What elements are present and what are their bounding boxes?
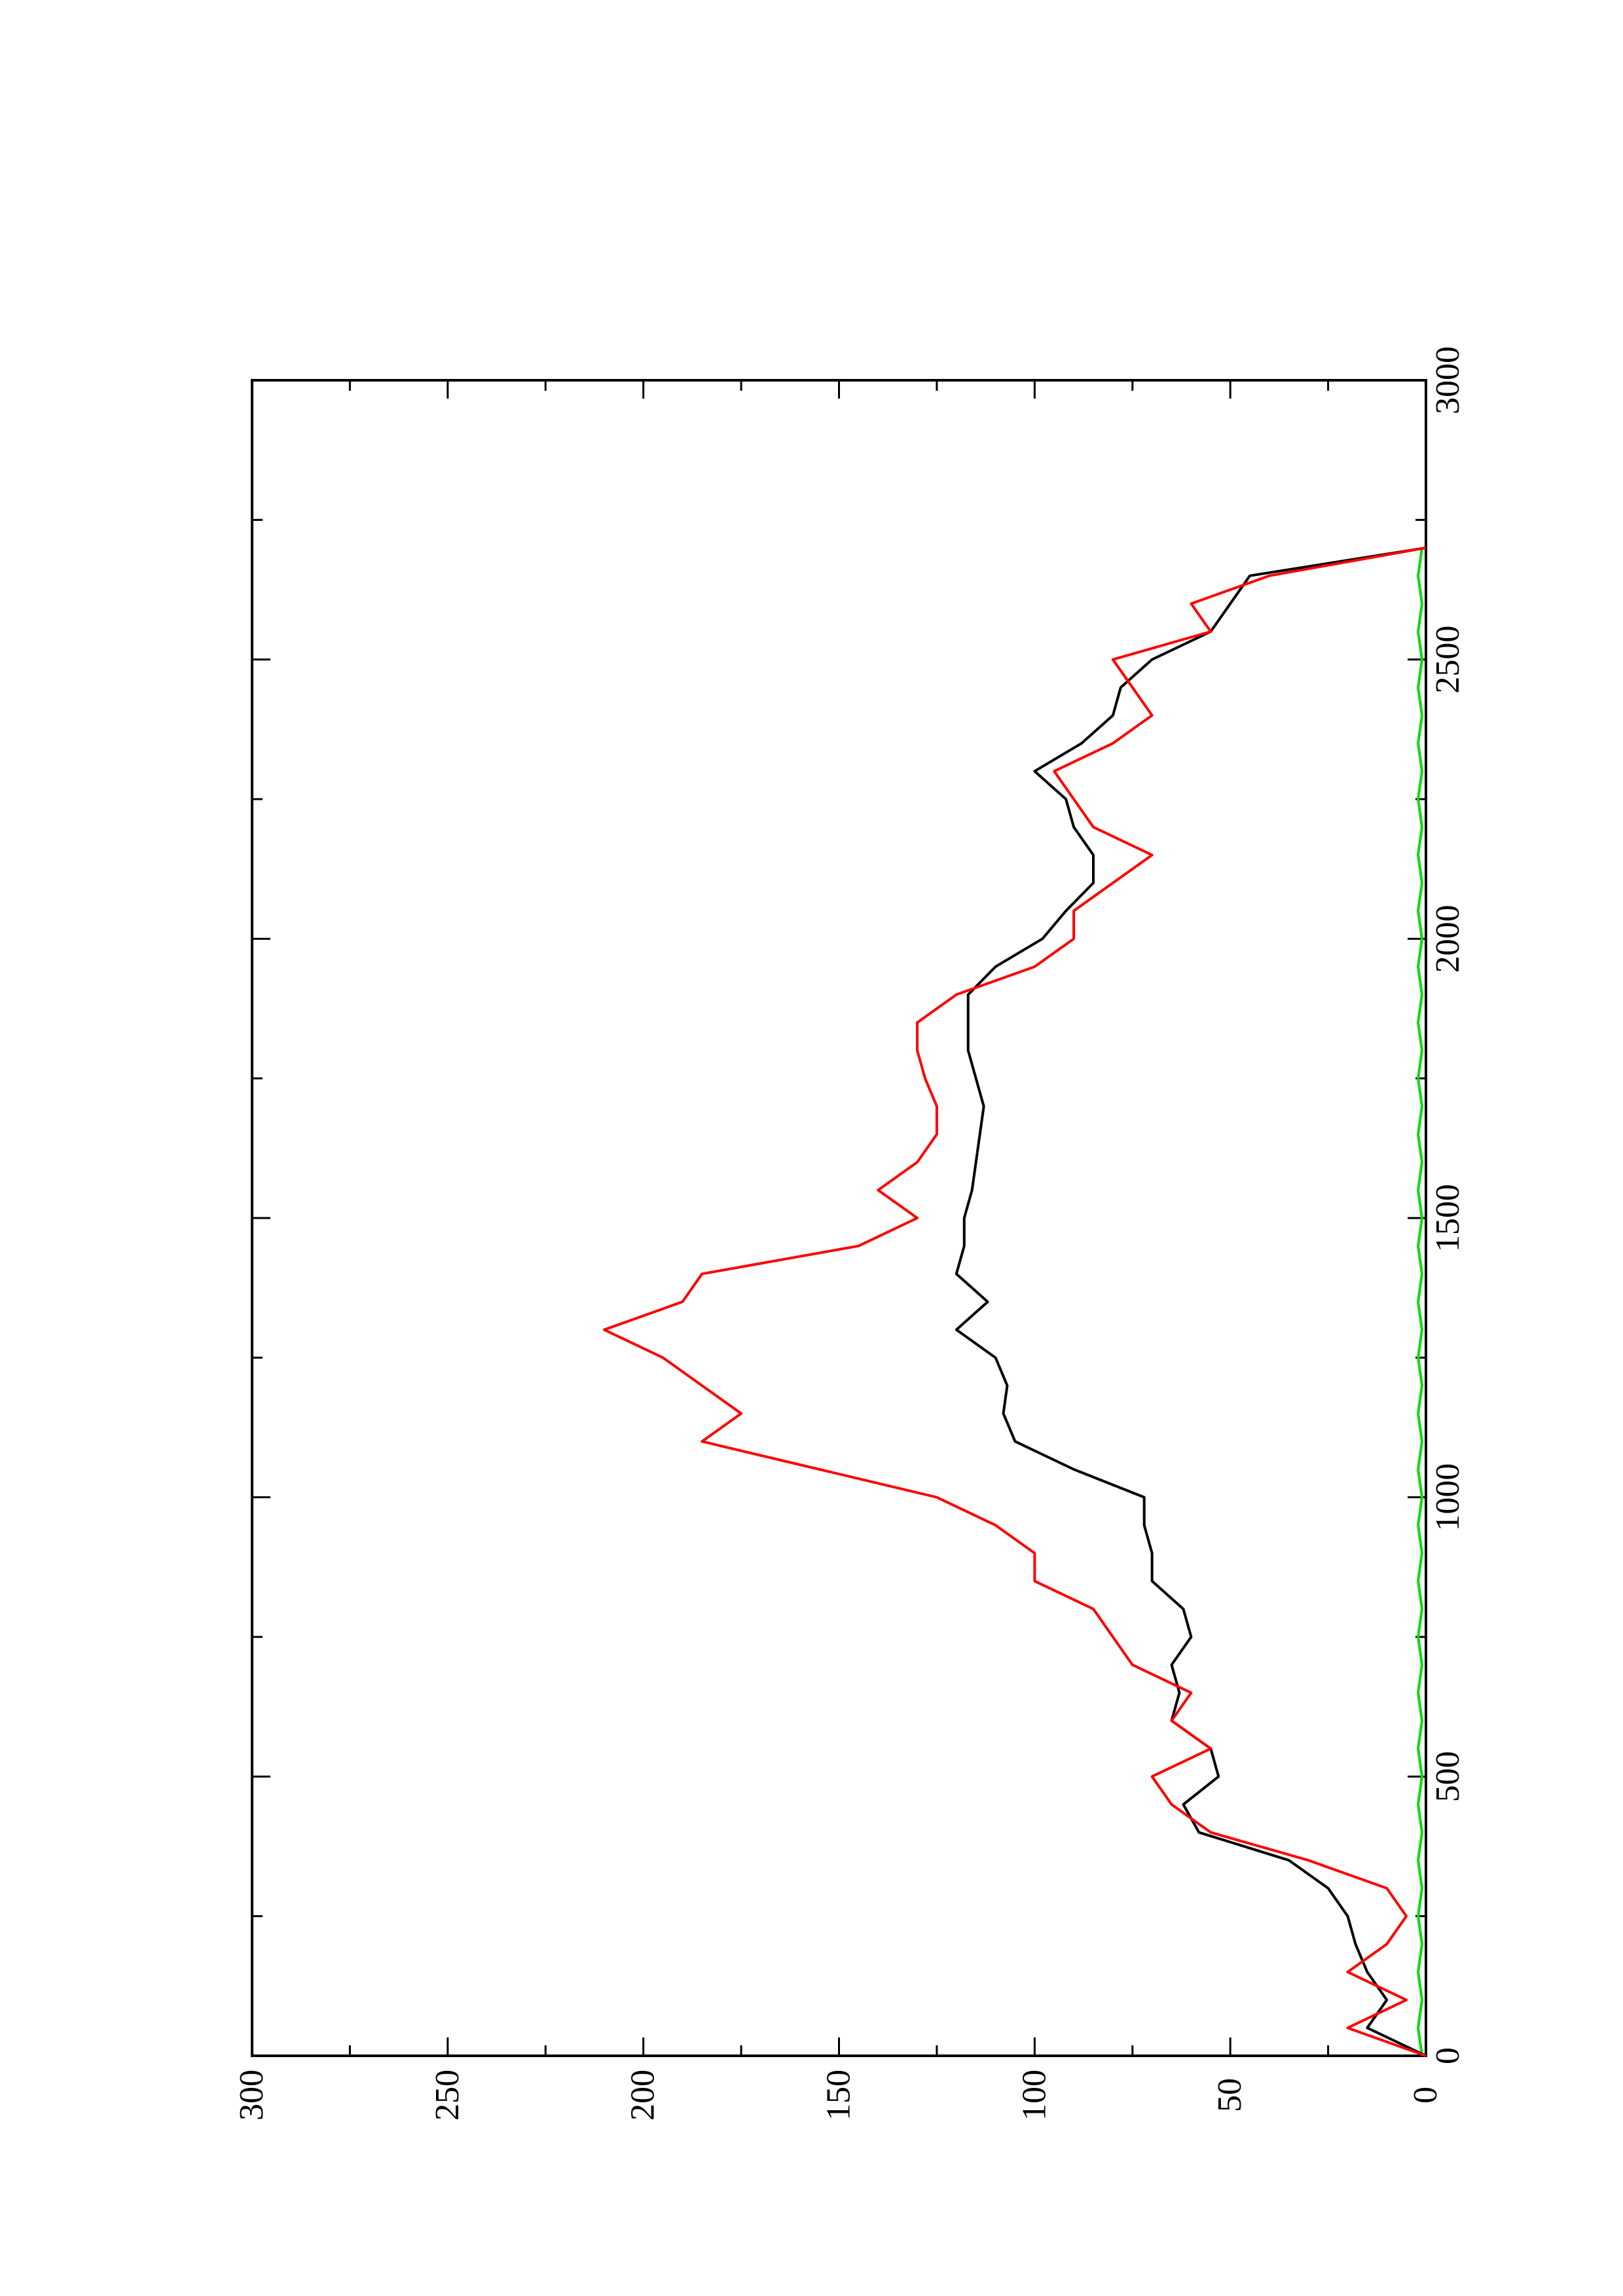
series-line [955, 547, 1427, 2057]
x-tick-label: 3000 [1429, 346, 1467, 414]
series-line [1417, 547, 1424, 2056]
x-tick-label: 2500 [1429, 626, 1467, 694]
x-tick-label: 1500 [1429, 1184, 1467, 1252]
x-tick-label: 500 [1429, 1751, 1467, 1802]
y-tick-label: 150 [820, 2070, 858, 2121]
plot-frame [251, 379, 1427, 2057]
series-line [602, 547, 1427, 2057]
y-tick-label: 200 [625, 2070, 662, 2121]
y-tick-label: 50 [1211, 2078, 1249, 2112]
y-tick-label: 300 [233, 2070, 270, 2121]
y-tick-label: 100 [1015, 2070, 1053, 2121]
y-tick-label: 250 [429, 2070, 466, 2121]
x-tick-label: 0 [1429, 2047, 1467, 2064]
y-tick-label: 0 [1407, 2087, 1444, 2104]
x-tick-label: 1000 [1429, 1463, 1467, 1532]
x-tick-label: 2000 [1429, 905, 1467, 973]
